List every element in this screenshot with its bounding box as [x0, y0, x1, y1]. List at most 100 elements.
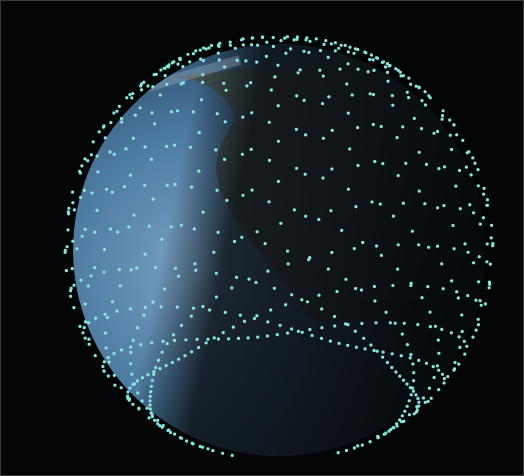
satellite-dot — [108, 227, 113, 231]
satellite-dot — [102, 369, 106, 373]
satellite-dot — [487, 286, 491, 290]
satellite-dot — [468, 203, 472, 207]
satellite-dot — [223, 310, 227, 314]
satellite-dot — [171, 333, 176, 337]
satellite-dot — [177, 274, 181, 278]
satellite-dot — [426, 285, 430, 289]
satellite-dot — [267, 158, 272, 162]
satellite-dot — [437, 351, 441, 355]
satellite-dot — [138, 106, 142, 110]
satellite-dot — [269, 308, 273, 312]
satellite-dot — [104, 346, 108, 350]
satellite-dot — [436, 338, 440, 342]
satellite-dot — [286, 249, 290, 253]
satellite-dot — [361, 240, 365, 245]
satellite-dot — [284, 303, 288, 307]
satellite-dot — [458, 207, 462, 211]
satellite-dot — [117, 267, 121, 272]
satellite-dot — [242, 319, 247, 323]
satellite-dot — [452, 123, 456, 127]
satellite-dot — [153, 122, 157, 126]
satellite-dot — [96, 170, 100, 174]
satellite-dot — [490, 223, 494, 227]
satellite-dot — [436, 206, 440, 210]
satellite-dot — [151, 85, 155, 89]
satellite-dot — [87, 337, 91, 341]
satellite-dot — [106, 315, 110, 320]
satellite-dot — [307, 50, 311, 55]
satellite-dot — [267, 200, 271, 204]
satellite-dot — [412, 116, 416, 120]
satellite-dot — [126, 390, 130, 394]
satellite-dot — [474, 328, 478, 332]
satellite-dot — [71, 201, 75, 205]
satellite-dot — [354, 286, 358, 291]
satellite-dot — [294, 127, 298, 131]
satellite-dot — [148, 394, 152, 398]
satellite-dot — [175, 109, 180, 113]
satellite-dot — [346, 323, 350, 327]
satellite-dot — [198, 444, 202, 449]
satellite-dot — [193, 262, 197, 266]
satellite-dot — [417, 400, 421, 404]
satellite-dot — [126, 394, 130, 398]
satellite-dot — [147, 416, 151, 420]
satellite-dot — [298, 68, 302, 72]
satellite-dot — [373, 159, 377, 164]
satellite-dot — [411, 362, 415, 366]
satellite-dot — [442, 165, 447, 169]
satellite-dot — [344, 322, 348, 326]
satellite-dot — [465, 344, 469, 348]
satellite-dot — [83, 320, 88, 324]
satellite-dot — [424, 361, 429, 365]
satellite-dot — [95, 154, 99, 158]
satellite-dot — [189, 314, 193, 318]
satellite-dot — [346, 62, 350, 66]
satellite-dot — [394, 370, 398, 374]
satellite-dot — [256, 43, 260, 47]
satellite-dot — [360, 443, 364, 447]
satellite-dot — [135, 326, 140, 330]
satellite-dot — [179, 223, 183, 227]
satellite-dot — [103, 136, 107, 140]
satellite-dot — [172, 143, 177, 147]
satellite-dot — [212, 336, 216, 340]
satellite-dot — [199, 98, 204, 102]
satellite-dot — [392, 426, 396, 430]
satellite-dot — [378, 202, 382, 206]
satellite-dot — [359, 288, 364, 292]
satellite-dot — [403, 409, 407, 413]
satellite-dot — [199, 57, 203, 61]
satellite-dot — [131, 382, 135, 386]
satellite-dot — [330, 250, 334, 255]
satellite-dot — [450, 147, 454, 152]
satellite-dot — [158, 367, 162, 371]
satellite-dot — [462, 339, 466, 343]
satellite-dot — [129, 268, 133, 272]
satellite-dot — [101, 125, 106, 129]
satellite-dot — [83, 157, 87, 161]
satellite-dot — [124, 147, 128, 151]
satellite-dot — [471, 335, 475, 339]
satellite-dot — [460, 329, 464, 334]
satellite-dot — [190, 185, 194, 189]
satellite-dot — [122, 185, 126, 189]
satellite-dot — [224, 88, 228, 92]
satellite-dot — [339, 43, 343, 47]
satellite-dot — [197, 169, 201, 173]
satellite-dot — [256, 335, 260, 339]
satellite-dot — [401, 74, 405, 78]
satellite-dot — [465, 151, 469, 155]
satellite-dot — [227, 337, 231, 341]
satellite-dot — [485, 242, 489, 246]
satellite-dot — [241, 37, 245, 41]
satellite-dot — [363, 347, 367, 351]
satellite-dot — [396, 68, 400, 72]
satellite-dot — [284, 51, 288, 55]
satellite-dot — [254, 280, 258, 285]
satellite-dot — [161, 339, 165, 343]
satellite-dot — [79, 278, 83, 282]
satellite-dot — [372, 284, 376, 289]
satellite-dot — [148, 407, 152, 411]
satellite-dot — [442, 204, 446, 208]
